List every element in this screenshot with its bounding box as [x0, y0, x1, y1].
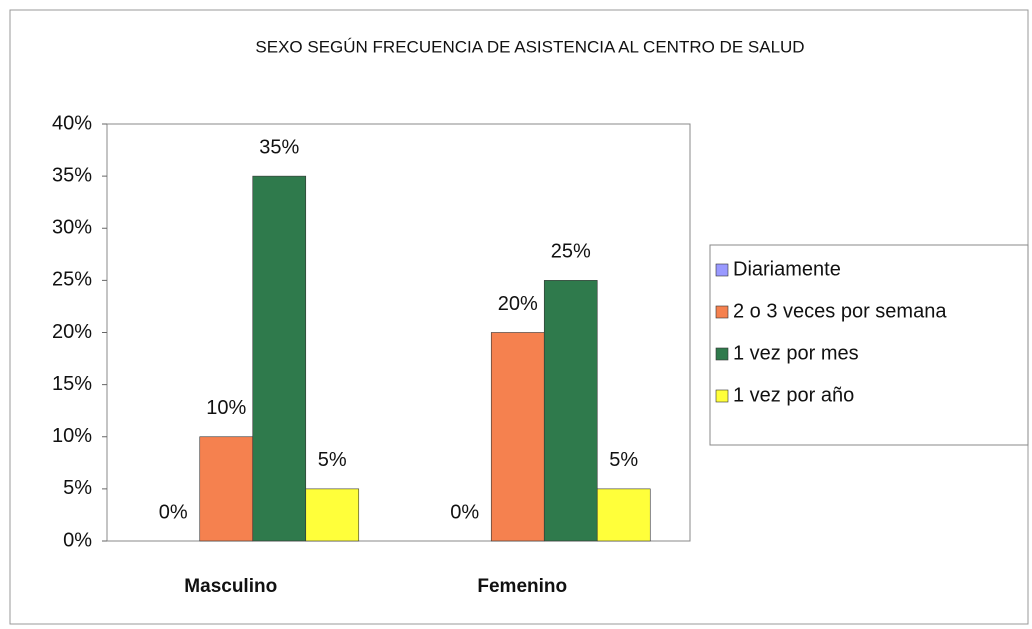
data-label: 20%: [498, 293, 538, 315]
y-tick-label: 10%: [52, 425, 92, 447]
legend-label: 2 o 3 veces por semana: [733, 300, 947, 322]
y-tick-label: 40%: [52, 112, 92, 134]
bar: [305, 488, 360, 542]
bar: [199, 436, 254, 542]
legend: [709, 244, 1029, 446]
x-tick-label: Femenino: [477, 576, 567, 597]
data-label: 35%: [259, 136, 299, 158]
legend-label: 1 vez por mes: [733, 342, 859, 364]
data-label: 5%: [609, 449, 638, 471]
plot-area: [106, 123, 691, 542]
legend-swatch: [715, 305, 729, 319]
bar: [490, 332, 545, 542]
data-label: 0%: [450, 501, 479, 523]
legend-label: Diariamente: [733, 258, 841, 280]
y-tick-label: 25%: [52, 269, 92, 291]
legend-swatch: [715, 347, 729, 361]
y-tick-label: 35%: [52, 164, 92, 186]
y-tick-label: 20%: [52, 321, 92, 343]
bar: [252, 175, 307, 542]
data-label: 10%: [206, 397, 246, 419]
y-tick-label: 15%: [52, 373, 92, 395]
data-label: 25%: [551, 241, 591, 263]
y-tick-label: 0%: [63, 529, 92, 551]
data-label: 5%: [318, 449, 347, 471]
data-label: 0%: [159, 501, 188, 523]
legend-label: 1 vez por año: [733, 384, 854, 406]
bar: [543, 280, 598, 542]
bar: [596, 488, 651, 542]
legend-swatch: [715, 263, 729, 277]
legend-swatch: [715, 389, 729, 403]
y-tick-label: 30%: [52, 217, 92, 239]
chart-title: SEXO SEGÚN FRECUENCIA DE ASISTENCIA AL C…: [255, 37, 804, 56]
y-tick-label: 5%: [63, 477, 92, 499]
x-tick-label: Masculino: [184, 576, 277, 597]
